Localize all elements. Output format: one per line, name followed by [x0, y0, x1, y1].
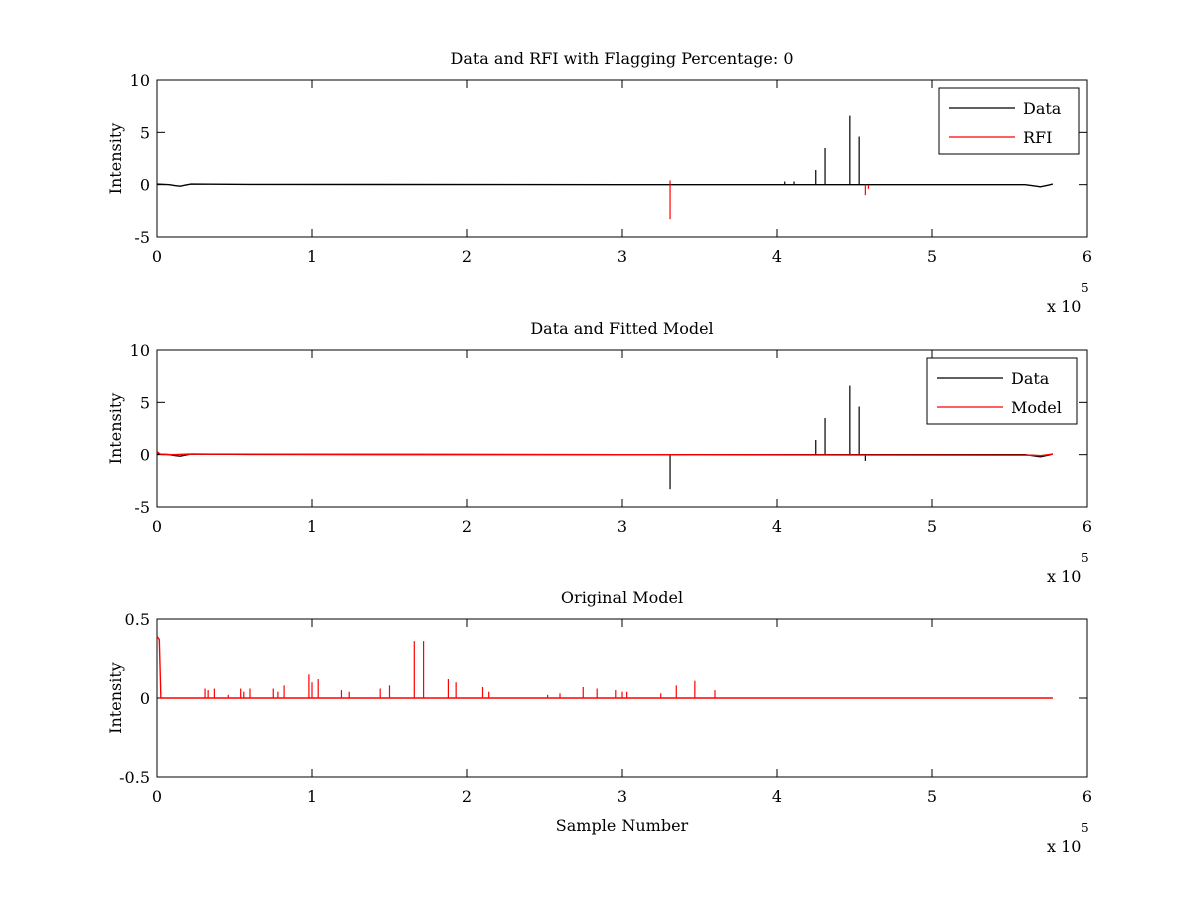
chart-title: Data and Fitted Model: [530, 319, 713, 338]
legend-entry: Data: [1011, 369, 1050, 388]
x-tick-label: 4: [772, 247, 782, 266]
x-tick-label: 2: [462, 247, 472, 266]
x-multiplier: x 10: [1047, 837, 1081, 856]
x-multiplier: x 10: [1047, 567, 1081, 586]
x-tick-label: 3: [617, 247, 627, 266]
x-tick-label: 2: [462, 517, 472, 536]
legend-box: [926, 357, 1078, 425]
axes-box: [156, 79, 1088, 238]
series-data: [156, 115, 1054, 188]
series-0: [156, 635, 1053, 699]
x-tick-label: 0: [152, 787, 162, 806]
x-tick-label: 6: [1082, 517, 1092, 536]
y-axis-label: Intensity: [106, 393, 125, 465]
x-multiplier-exponent: 5: [1081, 821, 1089, 835]
y-tick-label: 0: [140, 446, 150, 465]
x-tick-label: 0: [152, 247, 162, 266]
y-tick-label: -5: [134, 228, 150, 247]
subplot-3: Original Model Intensity Sample Number 0 1 2 3…: [106, 588, 1092, 856]
legend: Data RFI: [938, 87, 1080, 155]
x-tick-label: 6: [1082, 787, 1092, 806]
x-axis-label: Sample Number: [556, 816, 689, 835]
y-tick-label: -0.5: [119, 768, 150, 787]
x-tick-label: 6: [1082, 247, 1092, 266]
series-line: [156, 450, 1053, 457]
y-tick-label: -5: [134, 498, 150, 517]
x-tick-label: 1: [307, 517, 317, 536]
x-tick-label: 4: [772, 787, 782, 806]
x-tick-label: 4: [772, 517, 782, 536]
legend-entry: RFI: [1023, 128, 1052, 147]
legend-entry: Model: [1011, 398, 1062, 417]
y-axis-label: Intensity: [106, 123, 125, 195]
x-tick-label: 5: [927, 247, 937, 266]
x-tick-label: 3: [617, 517, 627, 536]
series-line: [156, 183, 1054, 188]
x-tick-label: 2: [462, 787, 472, 806]
x-tick-label: 1: [307, 787, 317, 806]
legend-entry: Data: [1023, 99, 1062, 118]
y-tick-label: 5: [140, 123, 150, 142]
x-tick-label: 1: [307, 247, 317, 266]
y-tick-label: 10: [130, 341, 150, 360]
x-multiplier-exponent: 5: [1081, 551, 1089, 565]
series-line: [156, 635, 1053, 699]
y-tick-label: 0.5: [125, 610, 150, 629]
x-tick-label: 5: [927, 517, 937, 536]
y-tick-label: 0: [140, 689, 150, 708]
subplot-1: Data and RFI with Flagging Percentage: 0…: [106, 49, 1092, 316]
series-model: [156, 450, 1053, 457]
x-tick-label: 0: [152, 517, 162, 536]
series-rfi: [669, 180, 870, 220]
legend: Data Model: [926, 357, 1078, 425]
x-tick-label: 3: [617, 787, 627, 806]
y-tick-label: 0: [140, 176, 150, 195]
x-tick-label: 5: [927, 787, 937, 806]
y-axis-label: Intensity: [106, 662, 125, 734]
x-multiplier: x 10: [1047, 297, 1081, 316]
legend-box: [938, 87, 1080, 155]
x-multiplier-exponent: 5: [1081, 281, 1089, 295]
chart-title: Original Model: [561, 588, 683, 607]
y-tick-label: 10: [130, 71, 150, 90]
chart-title: Data and RFI with Flagging Percentage: 0: [450, 49, 793, 68]
y-tick-label: 5: [140, 393, 150, 412]
